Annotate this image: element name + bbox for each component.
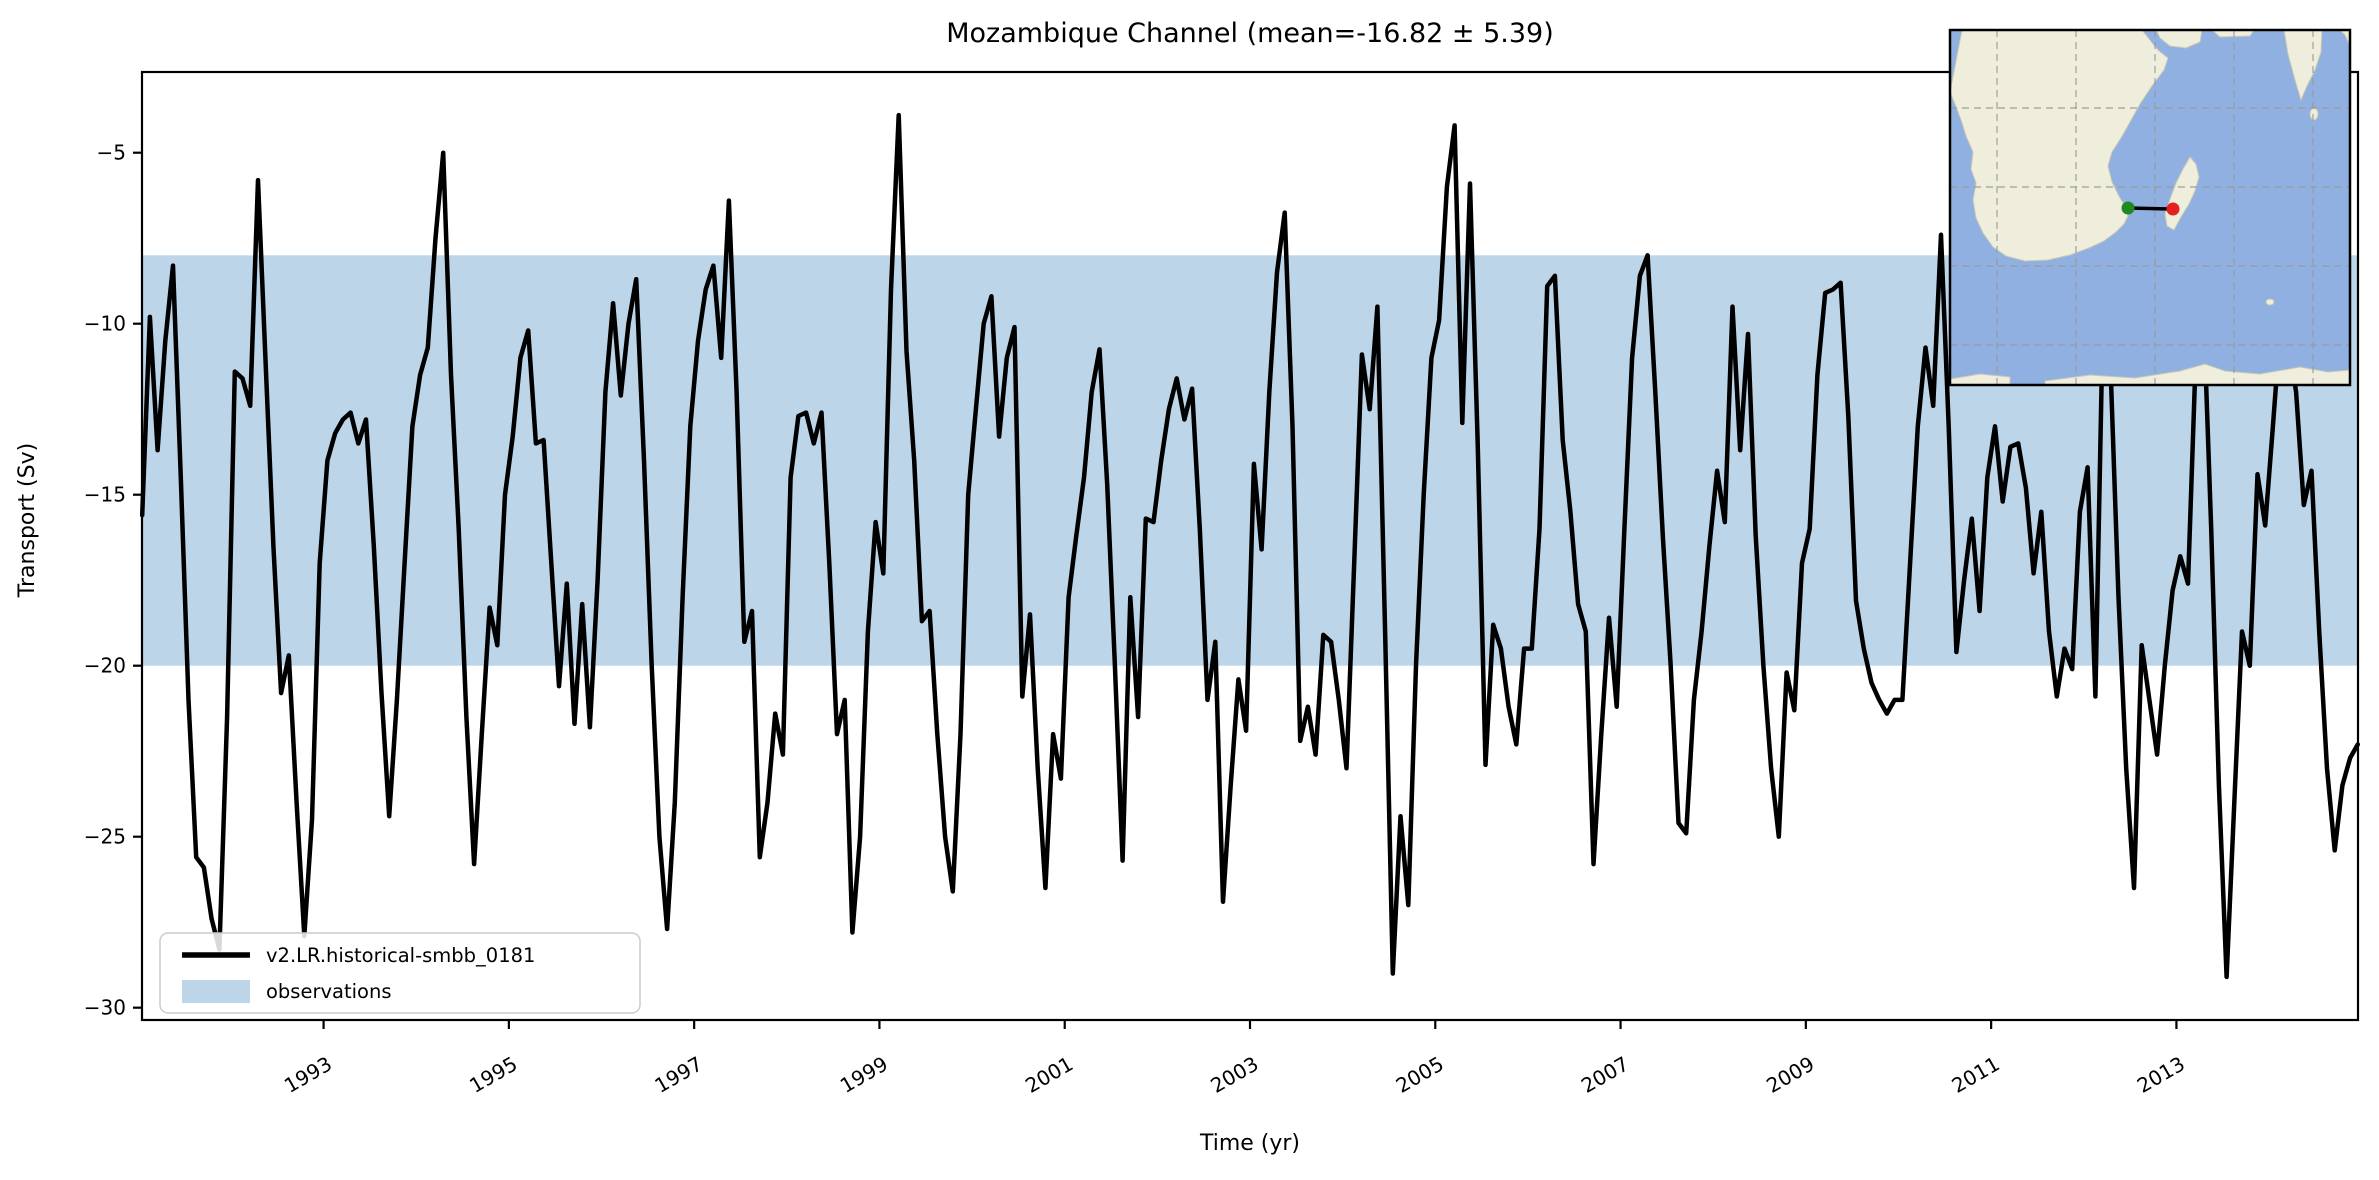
y-axis-label: Transport (Sv) bbox=[15, 443, 40, 598]
legend-item-label: observations bbox=[266, 980, 391, 1003]
x-axis: 1993 1995 1997 1999 2001 2003 2005 2007 2009 2011… bbox=[280, 1020, 2189, 1098]
inset-land bbox=[2044, 363, 2350, 385]
x-tick-label: 1995 bbox=[465, 1052, 521, 1098]
y-tick-label: −5 bbox=[97, 141, 126, 165]
x-tick-label: 2001 bbox=[1021, 1052, 1077, 1098]
transect-start-dot bbox=[2121, 201, 2135, 215]
x-tick-label: 2003 bbox=[1206, 1052, 1262, 1098]
y-axis: −30 −25 −20 −15 −10 −5 bbox=[84, 141, 142, 1020]
inset-land bbox=[1950, 373, 2011, 385]
x-tick-label: 2011 bbox=[1948, 1052, 2004, 1098]
legend-box bbox=[159, 932, 641, 1014]
x-tick-label: 2013 bbox=[2133, 1052, 2189, 1098]
inset-land bbox=[2155, 30, 2203, 49]
inset-map bbox=[1948, 28, 2352, 387]
y-tick-label: −25 bbox=[84, 825, 126, 849]
transect-end-dot bbox=[2166, 202, 2180, 216]
x-tick-label: 2007 bbox=[1577, 1052, 1633, 1098]
x-tick-label: 2009 bbox=[1762, 1052, 1818, 1098]
chart-title: Mozambique Channel (mean=-16.82 ± 5.39) bbox=[946, 18, 1554, 49]
series-line-v2-lr-historical bbox=[139, 112, 2361, 980]
inset-island bbox=[2309, 107, 2319, 121]
x-tick-label: 2005 bbox=[1392, 1052, 1448, 1098]
inset-land bbox=[2211, 30, 2255, 38]
y-tick-label: −20 bbox=[84, 654, 126, 678]
series-line-layer bbox=[139, 112, 2361, 980]
y-tick-label: −15 bbox=[84, 483, 126, 507]
inset-land bbox=[1950, 30, 2169, 262]
inset-island bbox=[2265, 298, 2275, 306]
inset-map-canvas bbox=[1950, 30, 2350, 385]
x-axis-label: Time (yr) bbox=[1199, 1131, 1300, 1156]
inset-border bbox=[1948, 28, 2352, 387]
legend-patch-sample bbox=[182, 980, 250, 1003]
legend: v2.LR.historical-smbb_0181 observations bbox=[159, 932, 641, 1014]
x-tick-label: 1999 bbox=[836, 1052, 892, 1098]
inset-land bbox=[2339, 30, 2350, 47]
x-tick-label: 1993 bbox=[280, 1052, 336, 1098]
legend-item-label: v2.LR.historical-smbb_0181 bbox=[266, 944, 535, 967]
transect-line bbox=[2127, 206, 2174, 211]
x-tick-label: 1997 bbox=[651, 1052, 707, 1098]
y-tick-label: −30 bbox=[84, 996, 126, 1020]
y-tick-label: −10 bbox=[84, 312, 126, 336]
